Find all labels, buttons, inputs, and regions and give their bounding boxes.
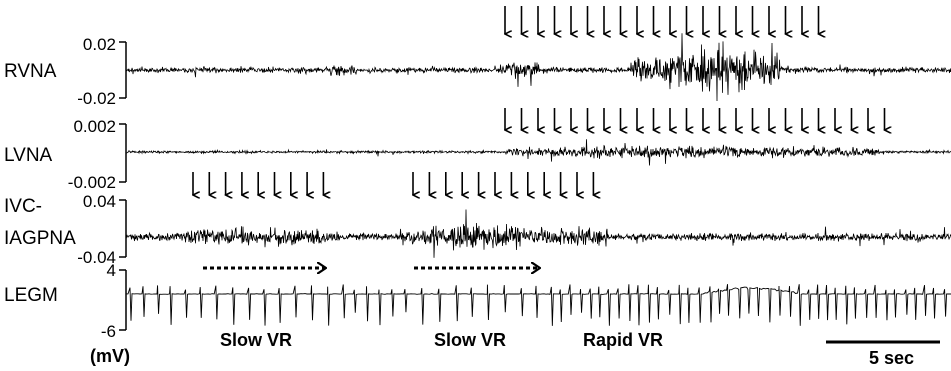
burst-arrows-group	[193, 6, 885, 195]
scale-bar-label: 5 sec	[869, 348, 914, 368]
tick-label-rvna-min: -0.02	[77, 89, 116, 108]
annotation-slow-vr-2: Slow VR	[434, 330, 506, 350]
unit-label: (mV)	[90, 346, 130, 366]
trace-label-rvna: RVNA	[4, 61, 57, 82]
trace-ivc-iagpna	[125, 209, 951, 258]
annotation-slow-vr-1: Slow VR	[220, 330, 292, 350]
tick-label-ivc-max: 0.04	[83, 192, 116, 211]
trace-lvna	[125, 139, 951, 166]
tick-label-ivc-min: -0.04	[77, 248, 116, 267]
trace-label-ivc-line1: IVC-	[4, 196, 42, 217]
tick-label-rvna-max: 0.02	[83, 35, 116, 54]
tick-label-lvna-max: 0.002	[73, 117, 116, 136]
trace-label-ivc-line2: IAGPNA	[4, 228, 76, 249]
trace-label-legm: LEGM	[4, 285, 58, 306]
annotation-rapid-vr: Rapid VR	[583, 330, 663, 350]
tick-label-legm-max: 4	[107, 261, 116, 280]
trace-label-lvna: LVNA	[4, 145, 53, 166]
axes-group	[119, 41, 127, 331]
tick-label-lvna-min: -0.002	[68, 173, 116, 192]
traces-group	[125, 33, 951, 326]
trace-rvna	[125, 33, 951, 102]
tick-label-legm-min: -6	[101, 322, 116, 341]
trace-legm	[125, 284, 951, 326]
